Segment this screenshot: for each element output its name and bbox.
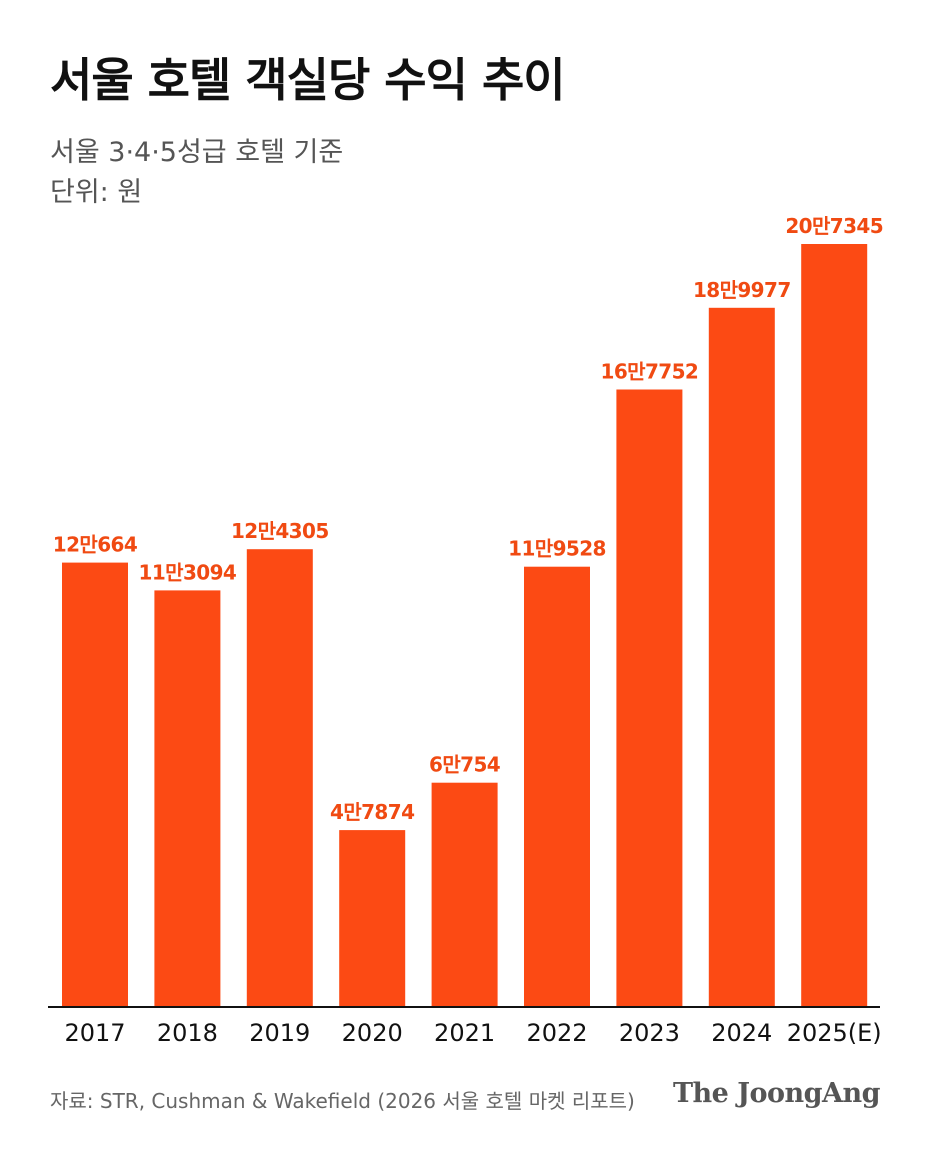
- bar-2023: [616, 389, 683, 1006]
- value-label-2019: 12만4305: [231, 519, 329, 543]
- x-tick-label-2019: 2019: [249, 1019, 310, 1047]
- bar-2022: [524, 566, 590, 1006]
- value-label-2020: 4만7874: [330, 800, 414, 824]
- value-label-2021: 6만754: [429, 753, 500, 777]
- bar-2025(E): [801, 244, 868, 1006]
- chart-title: 서울 호텔 객실당 수익 추이: [50, 53, 566, 107]
- source-note: 자료: STR, Cushman & Wakefield (2026 서울 호텔…: [50, 1089, 635, 1113]
- x-tick-label-2023: 2023: [619, 1019, 680, 1047]
- value-label-2018: 11만3094: [139, 560, 237, 584]
- chart-subtitle: 서울 3·4·5성급 호텔 기준: [50, 137, 344, 168]
- bar-2017: [62, 562, 128, 1006]
- value-label-2024: 18만9977: [693, 278, 791, 302]
- x-tick-label-2017: 2017: [64, 1019, 125, 1047]
- value-label-2022: 11만9528: [508, 537, 606, 561]
- x-tick-label-2022: 2022: [526, 1019, 587, 1047]
- brand-logo: The JoongAng: [672, 1078, 881, 1109]
- x-tick-label-2018: 2018: [157, 1019, 218, 1047]
- x-tick-label-2025(E): 2025(E): [787, 1019, 882, 1047]
- bar-2021: [431, 782, 498, 1006]
- value-label-2017: 12만664: [53, 533, 137, 557]
- bar-2020: [339, 830, 406, 1006]
- unit-label: 단위: 원: [50, 177, 143, 208]
- x-tick-label-2020: 2020: [342, 1019, 403, 1047]
- value-label-2023: 16만7752: [601, 360, 699, 384]
- bar-2024: [708, 307, 775, 1006]
- x-tick-label-2024: 2024: [711, 1019, 772, 1047]
- bar-2018: [154, 590, 221, 1006]
- value-label-2025(E): 20만7345: [785, 214, 883, 238]
- x-tick-label-2021: 2021: [434, 1019, 495, 1047]
- bar-2019: [246, 549, 313, 1006]
